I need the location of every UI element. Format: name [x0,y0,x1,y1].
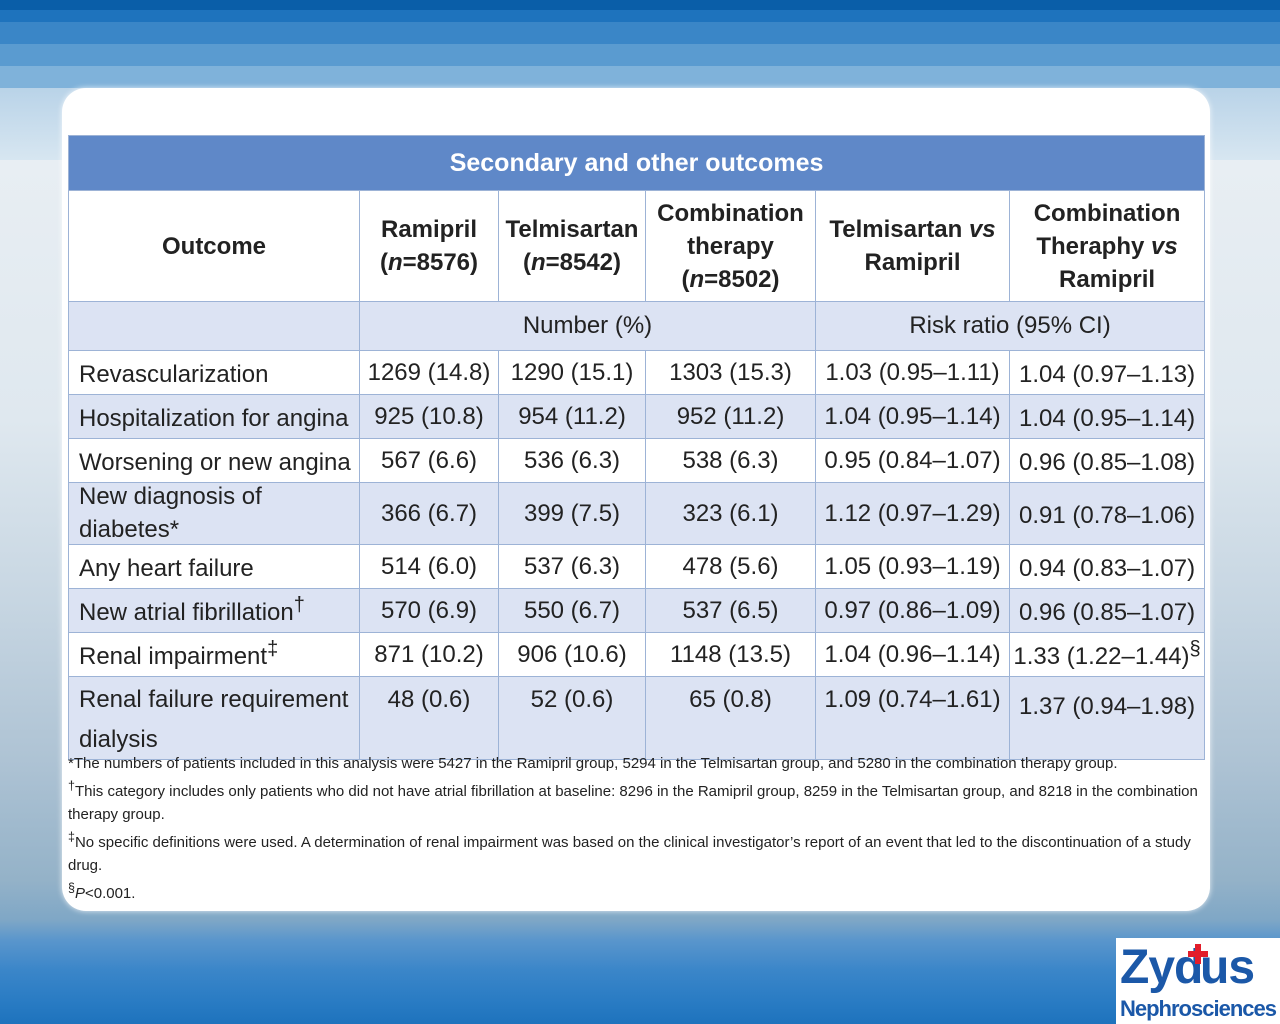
cell-ramipril: 366 (6.7) [359,482,499,545]
footnotes: *The numbers of patients included in thi… [68,752,1208,905]
cell-telmisartan: 399 (7.5) [498,482,646,545]
cell-combination: 1303 (15.3) [645,350,816,395]
cell-telmisartan: 537 (6.3) [498,544,646,589]
subheader-risk-ratio: Risk ratio (95% CI) [814,301,1206,351]
header-outcome: Outcome [68,190,360,302]
cell-ramipril: 871 (10.2) [359,632,499,677]
zydus-logo: Zyd us Nephrosciences [1116,938,1280,1024]
cell-combination: 952 (11.2) [645,394,816,439]
row-label: Any heart failure [68,544,360,589]
table-title: Secondary and other outcomes [67,135,1206,191]
cell-telmi-vs: 1.03 (0.95–1.11) [815,350,1010,395]
outcomes-table: Secondary and other outcomes Outcome Ram… [67,135,1206,760]
table-row: New atrial fibrillation† 570 (6.9) 550 (… [68,588,1206,633]
cell-telmisartan: 52 (0.6) [498,676,646,760]
cell-combination: 478 (5.6) [645,544,816,589]
table-row: Renal failure requirement dialysis 48 (0… [68,676,1206,760]
cell-ramipril: 570 (6.9) [359,588,499,633]
row-label: Renal failure requirement dialysis [68,676,360,760]
cell-combo-vs: 0.96 (0.85–1.08) [1008,438,1206,483]
cell-telmi-vs: 1.12 (0.97–1.29) [815,482,1010,545]
subheader-number: Number (%) [359,301,816,351]
footnote: †This category includes only patients wh… [68,779,1198,823]
cell-combo-vs: 0.94 (0.83–1.07) [1008,544,1206,589]
row-label: Revascularization [68,350,360,395]
footnote: *The numbers of patients included in thi… [68,755,1118,772]
row-label: Renal impairment‡ [68,632,360,677]
cell-combo-vs: 1.33 (1.22–1.44)§ [1008,632,1206,677]
table-row: Renal impairment‡ 871 (10.2) 906 (10.6) … [68,632,1206,677]
table-row: Revascularization 1269 (14.8) 1290 (15.1… [68,350,1206,395]
table-row: New diagnosis of diabetes* 366 (6.7) 399… [68,482,1206,545]
row-label: Hospitalization for angina [68,394,360,439]
cell-telmi-vs: 0.97 (0.86–1.09) [815,588,1010,633]
header-combination: Combination therapy (n=8502) [645,190,816,302]
cell-ramipril: 567 (6.6) [359,438,499,483]
cell-ramipril: 925 (10.8) [359,394,499,439]
cell-combo-vs: 1.04 (0.97–1.13) [1008,350,1206,395]
header-telmisartan: Telmisartan (n=8542) [498,190,646,302]
cell-combo-vs: 0.96 (0.85–1.07) [1008,588,1206,633]
cell-combination: 538 (6.3) [645,438,816,483]
footnote: §P<0.001. [68,881,136,902]
row-label: New diagnosis of diabetes* [68,482,360,545]
footnote: ‡No specific definitions were used. A de… [68,830,1191,874]
logo-wordmark: Zyd us [1120,941,1255,994]
cell-combination: 537 (6.5) [645,588,816,633]
cell-telmi-vs: 0.95 (0.84–1.07) [815,438,1010,483]
cell-telmi-vs: 1.05 (0.93–1.19) [815,544,1010,589]
cell-combination: 1148 (13.5) [645,632,816,677]
table-row: Worsening or new angina 567 (6.6) 536 (6… [68,438,1206,483]
header-combination-vs-ramipril: Combination Theraphy vs Ramipril [1008,190,1206,302]
table-row: Any heart failure 514 (6.0) 537 (6.3) 47… [68,544,1206,589]
cell-combination: 323 (6.1) [645,482,816,545]
cell-combo-vs: 1.37 (0.94–1.98) [1008,676,1206,760]
row-label: New atrial fibrillation† [68,588,360,633]
cell-telmisartan: 550 (6.7) [498,588,646,633]
cross-icon [1188,944,1209,964]
cell-telmi-vs: 1.04 (0.95–1.14) [815,394,1010,439]
cell-combination: 65 (0.8) [645,676,816,760]
logo-subtitle: Nephrosciences [1120,996,1277,1021]
cell-ramipril: 1269 (14.8) [359,350,499,395]
cell-combo-vs: 1.04 (0.95–1.14) [1008,394,1206,439]
subheader-empty [68,301,360,351]
cell-telmisartan: 1290 (15.1) [498,350,646,395]
cell-telmisartan: 906 (10.6) [498,632,646,677]
row-label: Worsening or new angina [68,438,360,483]
cell-ramipril: 48 (0.6) [359,676,499,760]
cell-telmisartan: 536 (6.3) [498,438,646,483]
cell-telmi-vs: 1.09 (0.74–1.61) [815,676,1010,760]
cell-ramipril: 514 (6.0) [359,544,499,589]
header-telmisartan-vs-ramipril: Telmisartan vs Ramipril [815,190,1010,302]
cell-telmi-vs: 1.04 (0.96–1.14) [815,632,1010,677]
cell-combo-vs: 0.91 (0.78–1.06) [1008,482,1206,545]
cell-telmisartan: 954 (11.2) [498,394,646,439]
header-ramipril: Ramipril (n=8576) [359,190,499,302]
table-row: Hospitalization for angina 925 (10.8) 95… [68,394,1206,439]
